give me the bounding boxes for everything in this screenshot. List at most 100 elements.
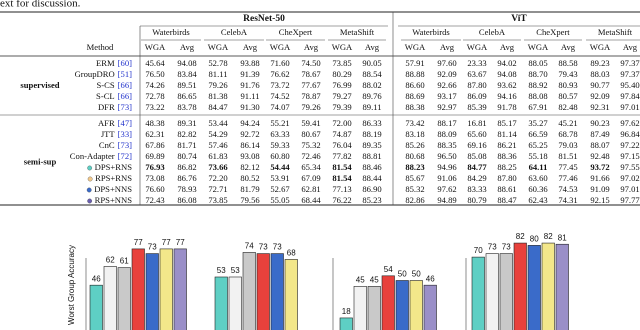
table-cell: 62.43 <box>528 195 547 205</box>
bar-value-label: 46 <box>92 274 101 283</box>
metric-header: Avg <box>500 42 515 52</box>
bar-value-label: 74 <box>245 242 254 251</box>
table-cell: 72.46 <box>301 151 321 161</box>
table-cell: 88.92 <box>528 80 547 90</box>
table-cell: 88.03 <box>590 69 609 79</box>
table-cell: 82.86 <box>405 195 425 205</box>
bar-value-label: 50 <box>398 270 407 279</box>
table-cell: 71.60 <box>270 58 289 68</box>
bar <box>367 286 381 330</box>
metric-header: Avg <box>243 42 258 52</box>
table-cell: 55.21 <box>270 118 289 128</box>
legend-marker <box>86 187 92 193</box>
method-label: GroupDRO <box>75 69 115 79</box>
table-cell: 81.54 <box>332 162 352 172</box>
table-cell: 94.16 <box>497 91 517 101</box>
table-cell: 90.05 <box>362 58 381 68</box>
table-cell: 54.29 <box>208 129 227 139</box>
bar <box>270 253 284 330</box>
method-name: DPS+RNS <box>95 162 133 172</box>
metric-header: WGA <box>145 42 166 52</box>
table-cell: 80.29 <box>332 69 351 79</box>
metric-header: WGA <box>590 42 611 52</box>
table-cell: 55.18 <box>528 151 547 161</box>
table-cell: 67.09 <box>301 173 320 183</box>
bar-value-label: 80 <box>530 235 539 244</box>
table-cell: 89.11 <box>362 102 381 112</box>
table-cell: 92.48 <box>590 151 609 161</box>
table-cell: 85.17 <box>497 118 517 128</box>
table-cell: 80.79 <box>467 195 486 205</box>
method-name: DFR [73] <box>98 102 132 112</box>
table-cell: 73.22 <box>145 102 164 112</box>
table-cell: 86.33 <box>362 118 381 128</box>
metric-header: WGA <box>270 42 291 52</box>
table-cell: 83.18 <box>405 129 424 139</box>
citation: [73] <box>118 102 132 112</box>
bar <box>284 259 298 330</box>
bar-value-label: 61 <box>120 257 129 266</box>
table-cell: 74.26 <box>145 80 165 90</box>
method-name: RPS+RNS <box>95 173 132 183</box>
dataset-header: CheXpert <box>536 27 570 37</box>
table-cell: 85.23 <box>362 195 381 205</box>
citation: [47] <box>118 118 132 128</box>
table-cell: 88.44 <box>362 173 382 183</box>
table-cell: 89.31 <box>177 118 196 128</box>
table-cell: 73.85 <box>332 58 351 68</box>
method-name: Con-Adapter [72] <box>70 151 132 161</box>
table-cell: 88.05 <box>528 58 547 68</box>
table-cell: 97.62 <box>620 118 639 128</box>
table-cell: 35.27 <box>528 118 548 128</box>
metric-header: WGA <box>332 42 353 52</box>
table-cell: 81.71 <box>177 140 196 150</box>
metric-header: WGA <box>467 42 488 52</box>
table-cell: 96.50 <box>437 151 456 161</box>
bar <box>89 284 103 330</box>
table-cell: 60.80 <box>270 151 289 161</box>
bar <box>381 275 395 330</box>
table-cell: 77.13 <box>332 184 351 194</box>
table-cell: 81.54 <box>332 173 352 183</box>
table-cell: 85.08 <box>467 151 486 161</box>
table-cell: 63.67 <box>467 69 487 79</box>
bar <box>145 253 159 330</box>
table-cell: 57.91 <box>405 58 424 68</box>
method-label: ERM <box>96 58 115 68</box>
table-cell: 76.93 <box>145 162 164 172</box>
table-cell: 23.33 <box>467 58 486 68</box>
table-cell: 63.33 <box>270 129 289 139</box>
method-label: AFR <box>98 118 115 128</box>
table-cell: 88.23 <box>405 162 424 172</box>
metric-header: WGA <box>528 42 549 52</box>
table-cell: 53.91 <box>270 173 289 183</box>
table-cell: 79.56 <box>240 195 260 205</box>
method-label: RPS+NNS <box>95 195 133 205</box>
bar <box>228 276 242 330</box>
bar-value-label: 46 <box>426 274 435 283</box>
table-cell: 62.81 <box>301 184 320 194</box>
table-cell: 85.26 <box>405 140 425 150</box>
table-cell: 93.88 <box>240 58 259 68</box>
table-cell: 97.15 <box>620 151 639 161</box>
table-cell: 90.23 <box>590 118 609 128</box>
table-cell: 65.25 <box>528 140 547 150</box>
table-cell: 78.93 <box>177 184 196 194</box>
table-cell: 91.06 <box>437 173 457 183</box>
table-cell: 79.26 <box>208 80 228 90</box>
table-cell: 73.42 <box>405 118 424 128</box>
bar-value-label: 82 <box>544 232 553 241</box>
bar-value-label: 73 <box>259 243 268 252</box>
table-cell: 45.64 <box>145 58 165 68</box>
table-cell: 91.39 <box>240 69 259 79</box>
bar-value-label: 81 <box>558 233 567 242</box>
table-cell: 57.46 <box>208 140 228 150</box>
table-cell: 88.07 <box>590 140 610 150</box>
table-cell: 52.67 <box>270 184 290 194</box>
table-cell: 97.55 <box>620 162 639 172</box>
table-cell: 86.65 <box>177 91 196 101</box>
bar-value-label: 53 <box>231 266 240 275</box>
table-cell: 61.83 <box>208 151 227 161</box>
intro-text: ext for discussion. <box>0 0 81 10</box>
table-cell: 79.27 <box>332 91 352 101</box>
